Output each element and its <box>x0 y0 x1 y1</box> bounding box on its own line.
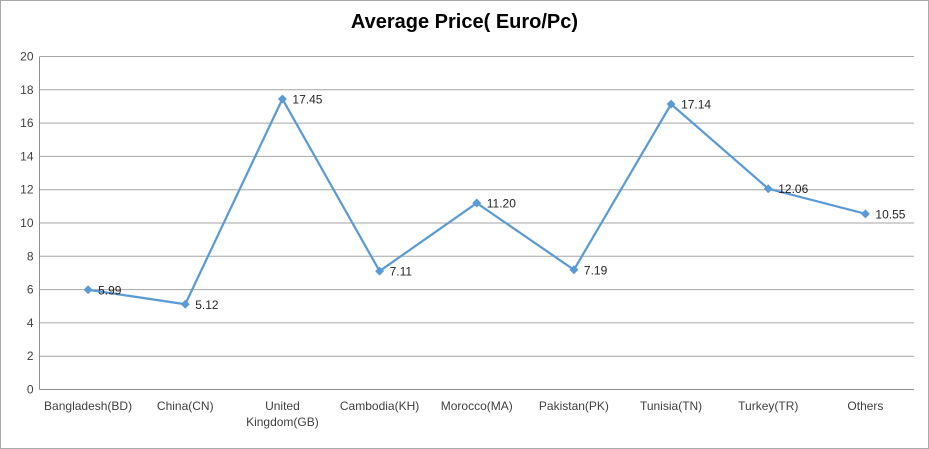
x-axis-category-label: Cambodia(KH) <box>340 399 419 413</box>
data-point-marker <box>375 266 385 276</box>
data-point-marker <box>860 209 870 219</box>
y-axis-tick-label: 18 <box>20 83 34 97</box>
y-axis-tick-label: 20 <box>20 50 34 64</box>
y-axis-tick-label: 10 <box>20 216 34 230</box>
y-axis-tick-label: 12 <box>20 183 34 197</box>
x-axis-category-label: United Kingdom(GB) <box>246 399 319 429</box>
data-point-label: 11.20 <box>487 197 516 211</box>
y-axis-tick-label: 6 <box>27 283 34 297</box>
data-point-marker <box>472 198 482 208</box>
x-axis-category-label: Pakistan(PK) <box>539 399 609 413</box>
data-point-label: 10.55 <box>875 207 905 221</box>
data-point-marker <box>180 299 190 309</box>
x-axis-category-label: Others <box>847 399 883 413</box>
data-point-label: 17.45 <box>292 92 322 106</box>
y-axis-tick-label: 0 <box>27 383 34 397</box>
data-point-label: 12.06 <box>778 182 808 196</box>
data-point-label: 17.14 <box>681 98 711 112</box>
x-axis-category-label: Tunisia(TN) <box>640 399 702 413</box>
data-point-marker <box>666 99 676 109</box>
y-axis-tick-label: 14 <box>20 149 34 163</box>
chart-title: Average Price( Euro/Pc) <box>350 11 579 33</box>
data-point-label: 7.11 <box>390 265 413 279</box>
data-point-marker <box>569 265 579 275</box>
data-point-marker <box>83 285 93 295</box>
data-point-label: 7.19 <box>584 263 608 277</box>
data-point-marker <box>277 94 287 104</box>
data-point-marker <box>763 184 773 194</box>
y-axis-tick-label: 4 <box>27 316 34 330</box>
x-axis-category-label: Morocco(MA) <box>441 399 513 413</box>
x-axis-category-label: China(CN) <box>157 399 214 413</box>
y-axis-tick-label: 8 <box>27 249 34 263</box>
y-axis-tick-label: 2 <box>27 349 34 363</box>
data-point-label: 5.99 <box>98 283 122 297</box>
x-axis-category-label: Turkey(TR) <box>738 399 798 413</box>
y-axis-tick-label: 16 <box>20 116 34 130</box>
x-axis-category-label: Bangladesh(BD) <box>44 399 132 413</box>
data-point-label: 5.12 <box>195 298 219 312</box>
